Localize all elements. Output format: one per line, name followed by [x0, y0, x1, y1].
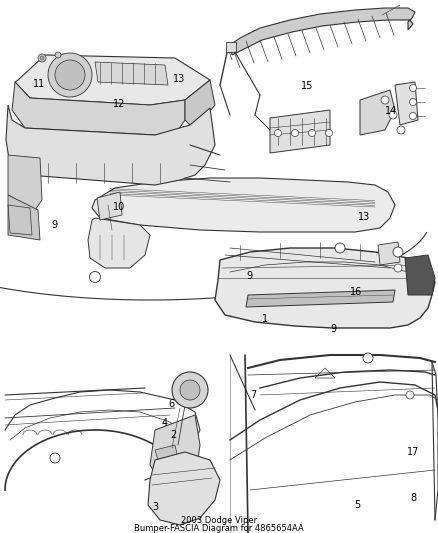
Text: 11: 11: [33, 79, 45, 89]
Polygon shape: [270, 110, 330, 153]
Circle shape: [363, 353, 373, 363]
Circle shape: [275, 130, 282, 136]
Text: 9: 9: [246, 271, 252, 281]
Text: 17: 17: [406, 447, 419, 457]
Polygon shape: [148, 452, 220, 525]
Text: Bumper-FASCIA Diagram for 4865654AA: Bumper-FASCIA Diagram for 4865654AA: [134, 524, 304, 533]
Circle shape: [394, 264, 402, 272]
Polygon shape: [88, 218, 150, 268]
Text: 4: 4: [161, 418, 167, 427]
Polygon shape: [230, 8, 415, 55]
Circle shape: [325, 130, 332, 136]
Polygon shape: [215, 248, 435, 328]
Circle shape: [55, 52, 61, 58]
Polygon shape: [378, 242, 400, 265]
Circle shape: [406, 391, 414, 399]
Polygon shape: [8, 195, 40, 240]
Text: 2003 Dodge Viper: 2003 Dodge Viper: [181, 516, 257, 525]
Polygon shape: [150, 415, 200, 490]
Polygon shape: [15, 55, 210, 105]
Circle shape: [55, 60, 85, 90]
Text: 13: 13: [173, 74, 185, 84]
Circle shape: [48, 53, 92, 97]
Circle shape: [410, 99, 417, 106]
Circle shape: [410, 112, 417, 119]
Polygon shape: [92, 178, 395, 232]
Text: 13: 13: [358, 213, 371, 222]
Polygon shape: [97, 192, 122, 220]
Circle shape: [180, 380, 200, 400]
Circle shape: [292, 130, 299, 136]
Circle shape: [40, 56, 44, 60]
Polygon shape: [405, 255, 435, 295]
Text: 16: 16: [350, 287, 362, 297]
Circle shape: [335, 243, 345, 253]
Circle shape: [308, 130, 315, 136]
Circle shape: [50, 453, 60, 463]
Polygon shape: [226, 42, 236, 52]
Polygon shape: [246, 290, 395, 307]
Circle shape: [410, 85, 417, 92]
Polygon shape: [8, 155, 42, 210]
Text: 2: 2: [170, 431, 176, 440]
Text: 6: 6: [169, 399, 175, 409]
Circle shape: [172, 372, 208, 408]
Circle shape: [38, 54, 46, 62]
Text: 1: 1: [262, 314, 268, 324]
Text: 9: 9: [331, 325, 337, 334]
Circle shape: [89, 271, 100, 282]
Circle shape: [389, 111, 397, 119]
Text: 9: 9: [52, 220, 58, 230]
Text: 15: 15: [301, 82, 314, 91]
Polygon shape: [12, 82, 185, 135]
Text: 3: 3: [152, 503, 159, 512]
Circle shape: [393, 247, 403, 257]
Polygon shape: [155, 445, 180, 473]
Circle shape: [397, 126, 405, 134]
Polygon shape: [395, 82, 418, 125]
Text: 8: 8: [411, 494, 417, 503]
Text: 7: 7: [251, 391, 257, 400]
Text: 14: 14: [385, 106, 397, 116]
Text: 12: 12: [113, 99, 125, 109]
Circle shape: [381, 96, 389, 104]
Polygon shape: [95, 62, 168, 85]
Text: 5: 5: [354, 500, 360, 510]
Text: 10: 10: [113, 202, 125, 212]
Polygon shape: [185, 80, 215, 130]
Polygon shape: [6, 105, 215, 185]
Polygon shape: [360, 90, 395, 135]
